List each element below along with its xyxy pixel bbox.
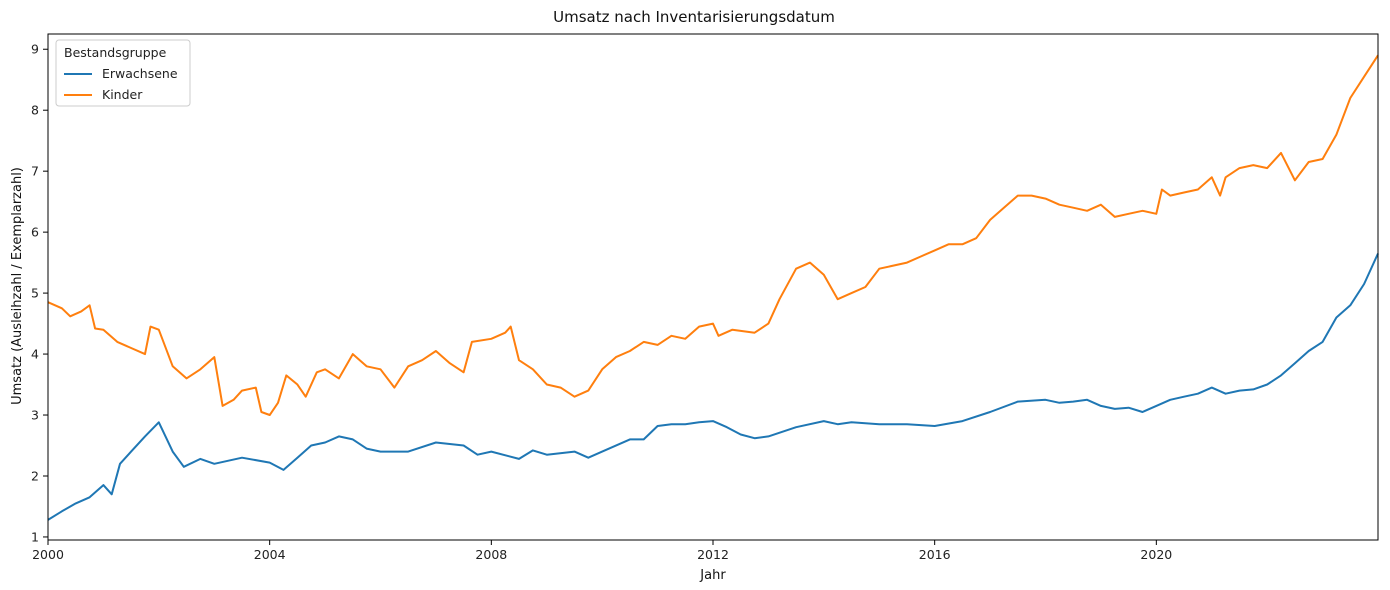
x-tick-label: 2016 — [919, 547, 951, 562]
x-axis: 2000 2004 2008 2012 2016 2020 — [32, 540, 1172, 562]
x-tick-label: 2012 — [697, 547, 729, 562]
y-tick-label: 3 — [31, 408, 39, 423]
legend-label-1: Kinder — [102, 87, 143, 102]
y-axis-title: Umsatz (Ausleihzahl / Exemplarzahl) — [10, 167, 25, 405]
x-tick-label: 2000 — [32, 547, 64, 562]
x-tick-label: 2004 — [254, 547, 286, 562]
chart-title: Umsatz nach Inventarisierungsdatum — [553, 8, 835, 26]
y-axis: 1 2 3 4 5 6 7 8 9 — [31, 42, 48, 544]
series-line-1 — [47, 54, 1379, 416]
plot-frame — [47, 33, 1379, 541]
series-line-0 — [47, 253, 1379, 521]
y-tick-label: 6 — [31, 225, 39, 240]
y-tick-label: 5 — [31, 286, 39, 301]
y-tick-label: 4 — [31, 347, 39, 362]
legend-title: Bestandsgruppe — [64, 45, 167, 60]
y-tick-label: 2 — [31, 468, 39, 483]
y-tick-label: 7 — [31, 164, 39, 179]
legend-box — [55, 39, 191, 107]
y-tick-label: 9 — [31, 42, 39, 57]
legend-label-0: Erwachsene — [102, 66, 178, 81]
legend: Bestandsgruppe Erwachsene Kinder — [55, 39, 191, 107]
plot-area — [47, 33, 1379, 541]
y-tick-label: 1 — [31, 529, 39, 544]
y-tick-label: 8 — [31, 103, 39, 118]
x-tick-label: 2008 — [475, 547, 507, 562]
x-tick-label: 2020 — [1140, 547, 1172, 562]
x-axis-title: Jahr — [699, 568, 726, 583]
